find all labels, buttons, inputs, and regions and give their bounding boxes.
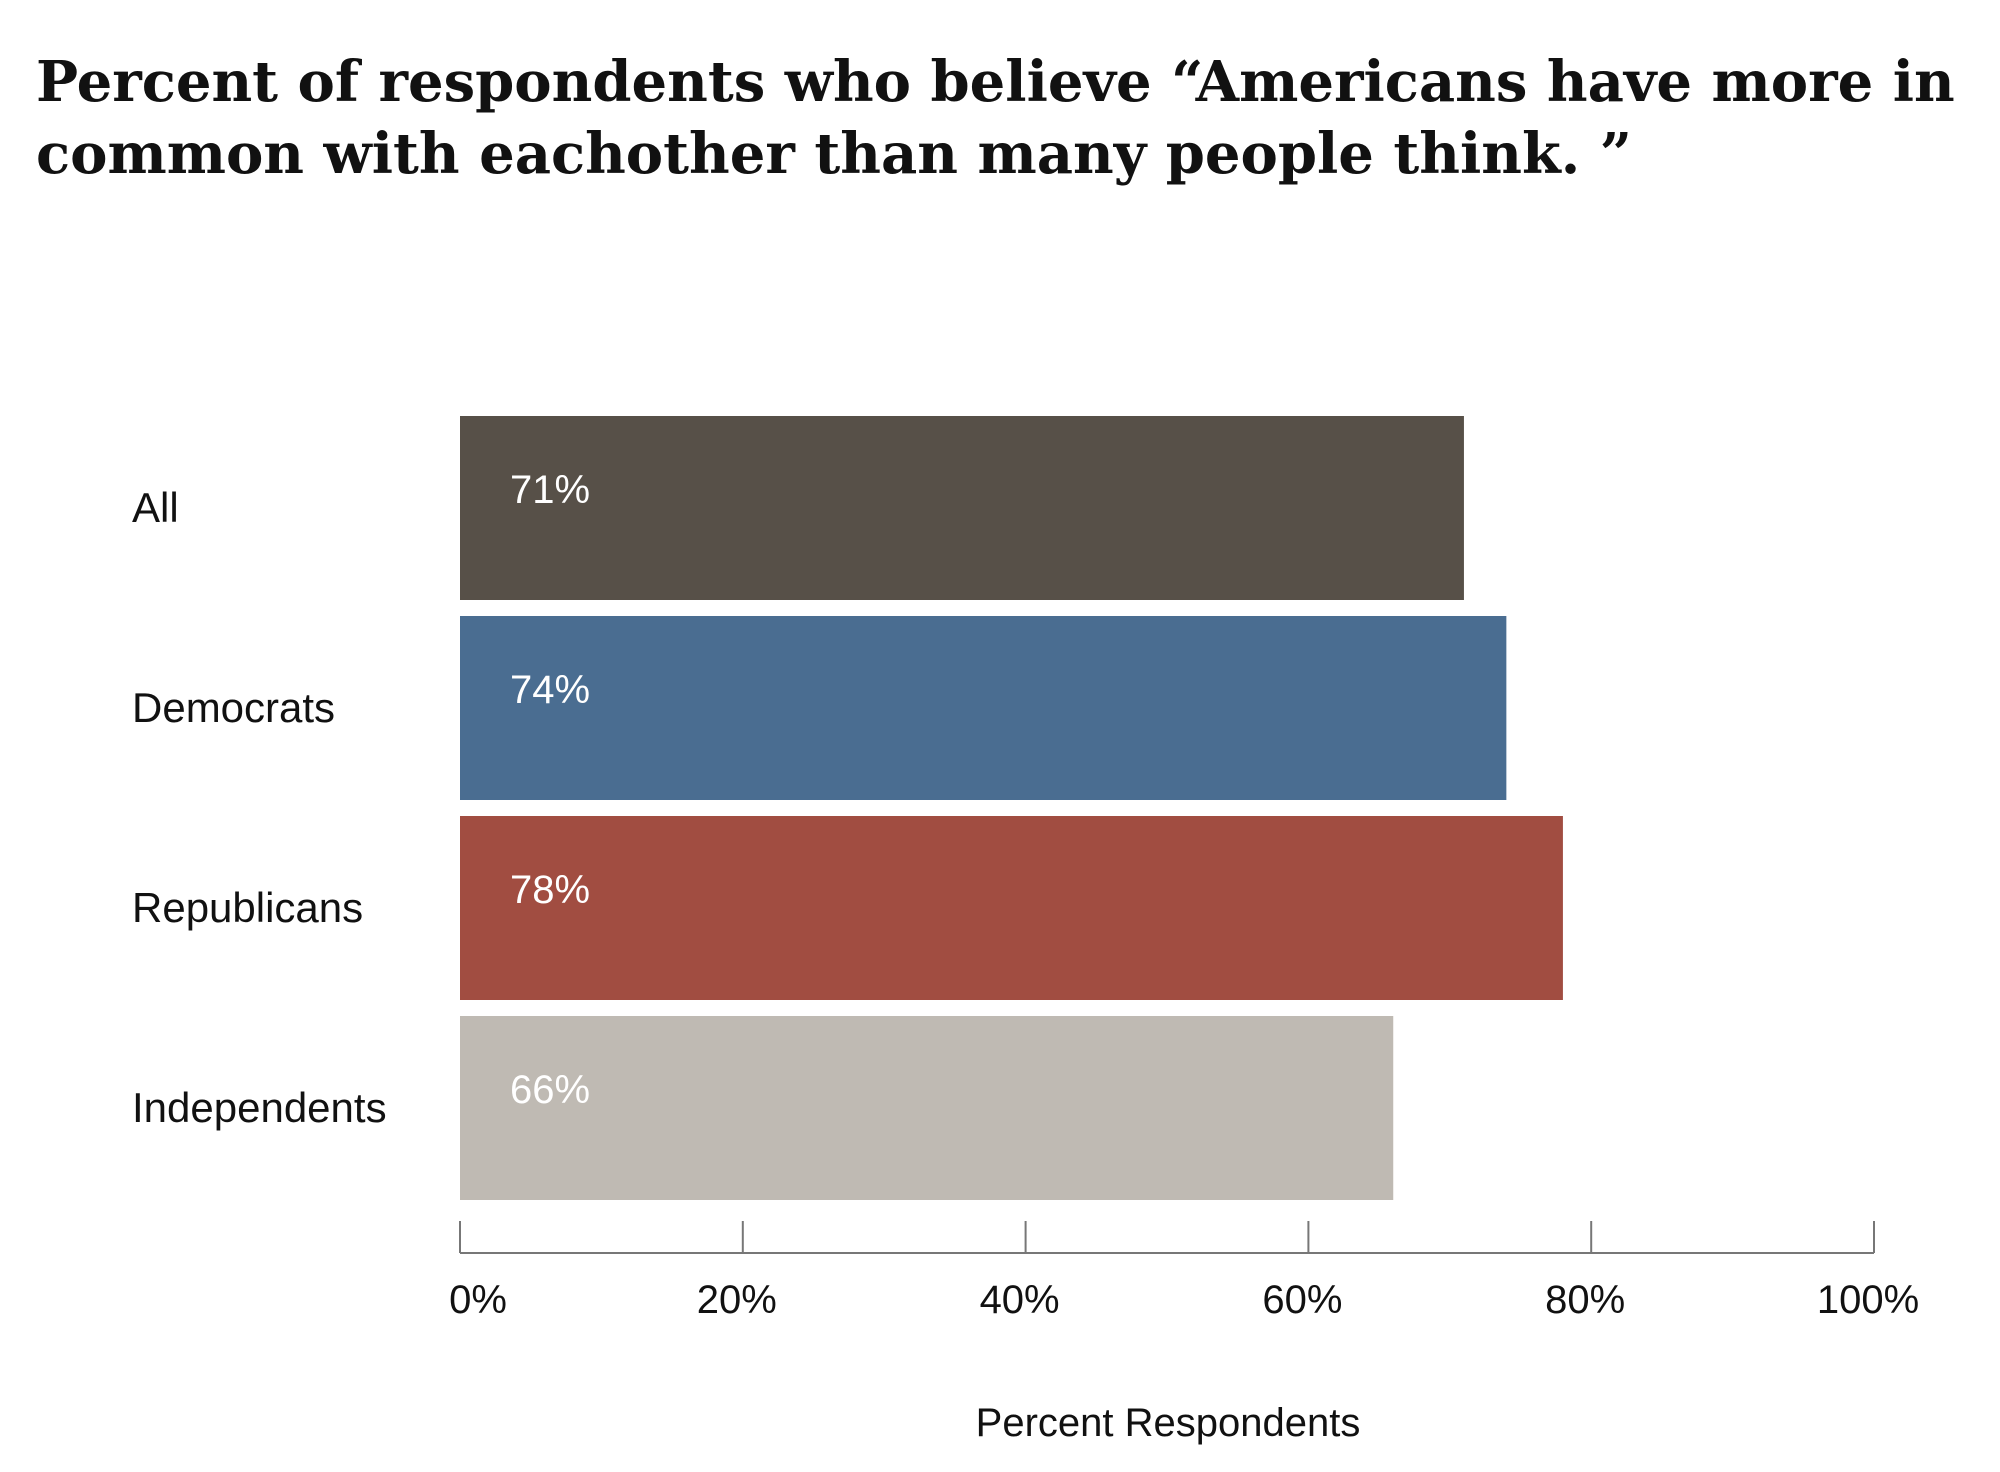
x-tick-label: 40%: [980, 1278, 1060, 1322]
chart-title: Percent of respondents who believe “Amer…: [36, 49, 1955, 187]
category-label-independents: Independents: [132, 1084, 387, 1131]
bar-all: [460, 416, 1464, 600]
data-label-independents: 66%: [510, 1068, 590, 1112]
data-label-republicans: 78%: [510, 868, 590, 912]
x-tick-label: 20%: [697, 1278, 777, 1322]
x-tick-label: 60%: [1262, 1278, 1342, 1322]
category-label-all: All: [132, 484, 179, 531]
bar-republicans: [460, 816, 1563, 1000]
category-label-democrats: Democrats: [132, 684, 335, 731]
x-tick-label: 100%: [1817, 1278, 1919, 1322]
x-tick-label: 80%: [1545, 1278, 1625, 1322]
bars-group: All 71% Democrats 74% Republicans 78% Independ…: [132, 416, 1563, 1200]
data-label-democrats: 74%: [510, 668, 590, 712]
x-axis-title: Percent Respondents: [976, 1401, 1361, 1445]
x-tick-label: 0%: [449, 1278, 507, 1322]
x-axis: 0% 20% 40% 60% 80% 100%: [449, 1221, 1919, 1322]
bar-independents: [460, 1016, 1394, 1200]
category-label-republicans: Republicans: [132, 884, 363, 931]
bar-democrats: [460, 616, 1507, 800]
data-label-all: 71%: [510, 468, 590, 512]
